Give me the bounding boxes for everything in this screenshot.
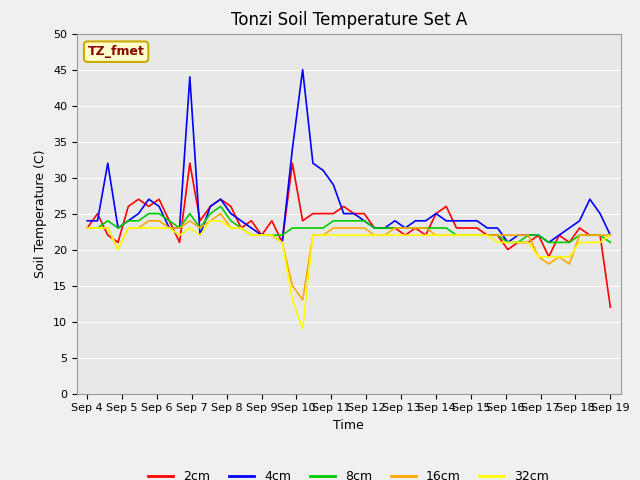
4cm — [350, 211, 358, 216]
2cm — [340, 204, 348, 209]
8cm — [607, 240, 614, 245]
2cm — [83, 225, 91, 231]
32cm — [422, 232, 429, 238]
16cm — [217, 211, 225, 216]
16cm — [607, 232, 614, 238]
8cm — [124, 218, 132, 224]
32cm — [607, 232, 614, 238]
2cm — [278, 240, 286, 245]
Line: 16cm: 16cm — [87, 214, 611, 300]
Line: 2cm: 2cm — [87, 163, 611, 307]
Line: 4cm: 4cm — [87, 70, 611, 242]
2cm — [576, 225, 584, 231]
4cm — [607, 232, 614, 238]
16cm — [83, 225, 91, 231]
16cm — [381, 232, 388, 238]
2cm — [412, 225, 419, 231]
16cm — [124, 225, 132, 231]
32cm — [299, 326, 307, 332]
8cm — [412, 225, 419, 231]
Title: Tonzi Soil Temperature Set A: Tonzi Soil Temperature Set A — [230, 11, 467, 29]
4cm — [124, 218, 132, 224]
16cm — [299, 297, 307, 303]
4cm — [299, 67, 307, 72]
8cm — [217, 204, 225, 209]
Y-axis label: Soil Temperature (C): Soil Temperature (C) — [35, 149, 47, 278]
16cm — [278, 240, 286, 245]
16cm — [442, 232, 450, 238]
Line: 32cm: 32cm — [87, 221, 611, 329]
2cm — [432, 211, 440, 216]
4cm — [278, 240, 286, 245]
Text: TZ_fmet: TZ_fmet — [88, 45, 145, 58]
8cm — [278, 232, 286, 238]
4cm — [381, 225, 388, 231]
8cm — [432, 225, 440, 231]
32cm — [278, 240, 286, 245]
32cm — [350, 232, 358, 238]
8cm — [371, 225, 378, 231]
32cm — [381, 232, 388, 238]
32cm — [207, 218, 214, 224]
2cm — [186, 160, 194, 166]
8cm — [340, 218, 348, 224]
4cm — [268, 232, 276, 238]
Legend: 2cm, 4cm, 8cm, 16cm, 32cm: 2cm, 4cm, 8cm, 16cm, 32cm — [143, 465, 554, 480]
4cm — [83, 218, 91, 224]
8cm — [504, 240, 511, 245]
16cm — [422, 225, 429, 231]
32cm — [124, 225, 132, 231]
Line: 8cm: 8cm — [87, 206, 611, 242]
32cm — [83, 225, 91, 231]
4cm — [422, 218, 429, 224]
8cm — [83, 225, 91, 231]
16cm — [350, 225, 358, 231]
2cm — [607, 304, 614, 310]
32cm — [442, 232, 450, 238]
X-axis label: Time: Time — [333, 419, 364, 432]
2cm — [124, 204, 132, 209]
4cm — [442, 218, 450, 224]
